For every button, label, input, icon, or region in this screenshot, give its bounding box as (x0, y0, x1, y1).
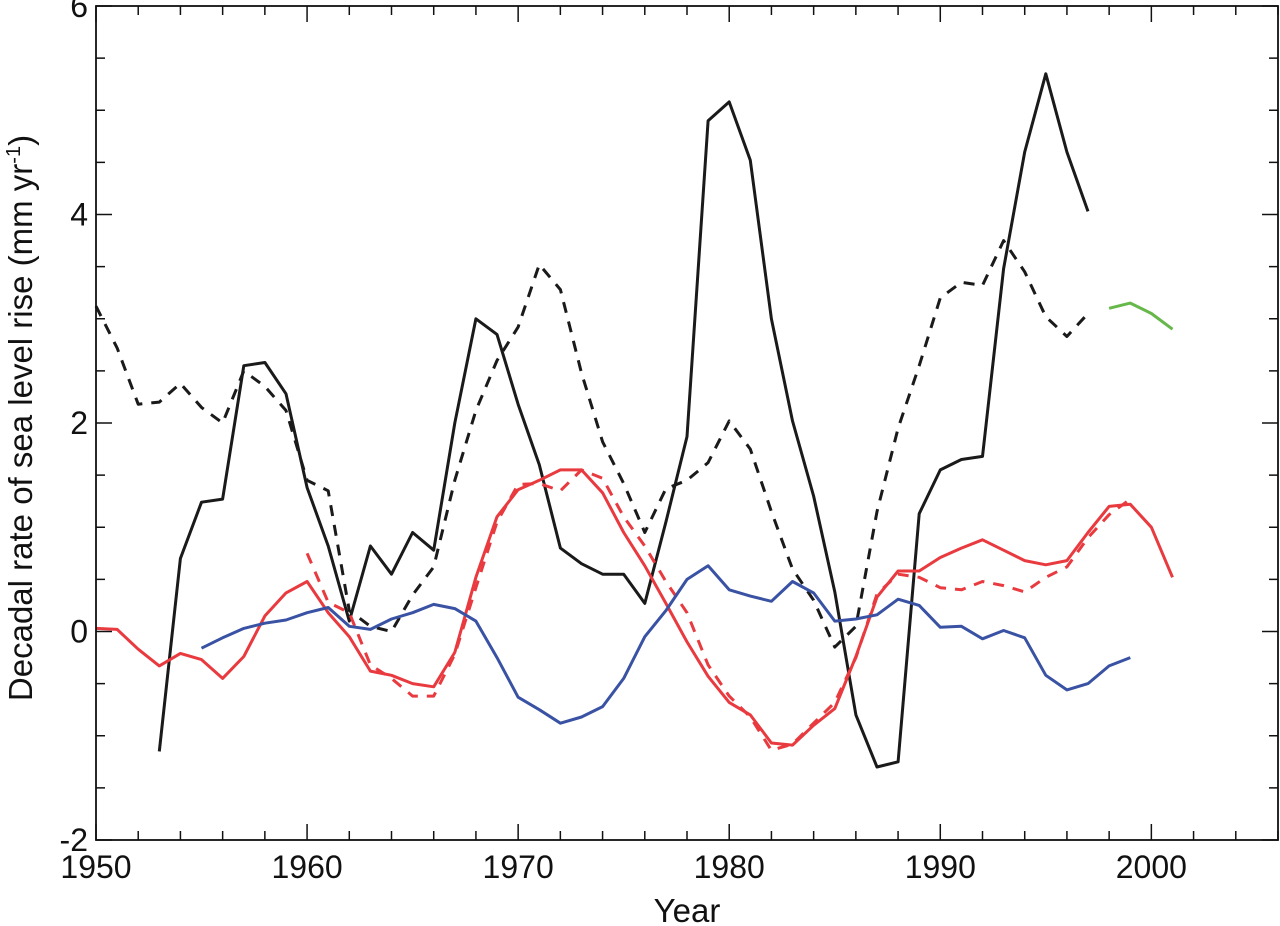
y-tick-label: -2 (60, 822, 88, 858)
series-line-4 (305, 468, 1132, 752)
tick-labels: 1950 1960 1970 1980 1990 2000 -2 0 2 4 6 (60, 0, 1187, 885)
y-tick-label: 0 (70, 614, 88, 650)
x-tick-label: 1960 (271, 849, 342, 885)
x-tick-label: 1970 (483, 849, 554, 885)
y-tick-label: 4 (70, 197, 88, 233)
y-axis-title-main: Decadal rate of sea level rise (mm yr (2, 164, 39, 701)
x-tick-label: 1950 (60, 849, 131, 885)
y-tick-label: 2 (70, 405, 88, 441)
series-line-3 (95, 468, 1174, 747)
series-line-2 (94, 239, 1090, 649)
x-tick-label: 1980 (694, 849, 765, 885)
y-tick-label: 6 (70, 0, 88, 24)
series-line-6 (1108, 301, 1174, 331)
x-axis-title: Year (654, 892, 721, 926)
plot-area-frame (95, 5, 1279, 841)
axis-ticks (95, 5, 1279, 841)
x-tick-label: 2000 (1116, 849, 1187, 885)
series-lines (94, 72, 1174, 769)
series-line-1 (157, 72, 1090, 769)
series-line-5 (200, 564, 1131, 725)
x-tick-label: 1990 (905, 849, 976, 885)
y-axis-title-superscript: -1 (3, 146, 25, 164)
y-axis-title-close: ) (2, 135, 39, 146)
y-axis-title: Decadal rate of sea level rise (mm yr-1) (2, 135, 39, 701)
